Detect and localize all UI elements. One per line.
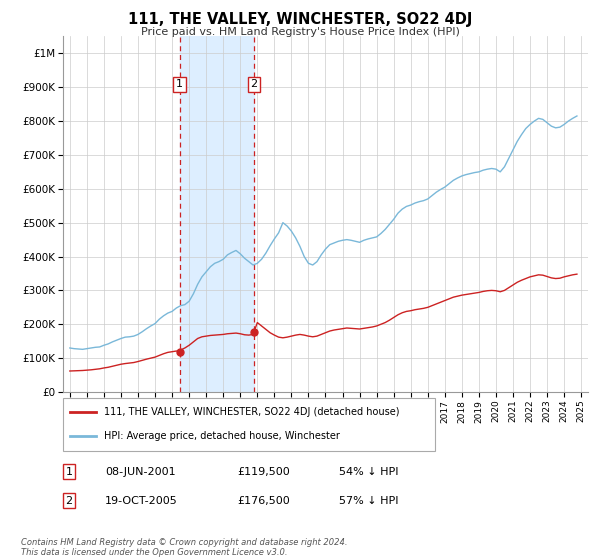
Text: HPI: Average price, detached house, Winchester: HPI: Average price, detached house, Winc…	[104, 431, 340, 441]
Text: 57% ↓ HPI: 57% ↓ HPI	[339, 496, 398, 506]
Text: 1: 1	[176, 80, 183, 90]
Text: 19-OCT-2005: 19-OCT-2005	[105, 496, 178, 506]
Text: 111, THE VALLEY, WINCHESTER, SO22 4DJ: 111, THE VALLEY, WINCHESTER, SO22 4DJ	[128, 12, 472, 27]
Text: Contains HM Land Registry data © Crown copyright and database right 2024.
This d: Contains HM Land Registry data © Crown c…	[21, 538, 347, 557]
Text: 08-JUN-2001: 08-JUN-2001	[105, 466, 176, 477]
Text: 2: 2	[250, 80, 257, 90]
Text: £119,500: £119,500	[237, 466, 290, 477]
Text: 54% ↓ HPI: 54% ↓ HPI	[339, 466, 398, 477]
Text: Price paid vs. HM Land Registry's House Price Index (HPI): Price paid vs. HM Land Registry's House …	[140, 27, 460, 37]
Text: 111, THE VALLEY, WINCHESTER, SO22 4DJ (detached house): 111, THE VALLEY, WINCHESTER, SO22 4DJ (d…	[104, 408, 400, 418]
Text: 1: 1	[65, 466, 73, 477]
Text: £176,500: £176,500	[237, 496, 290, 506]
Bar	[179, 36, 254, 392]
Text: 2: 2	[65, 496, 73, 506]
